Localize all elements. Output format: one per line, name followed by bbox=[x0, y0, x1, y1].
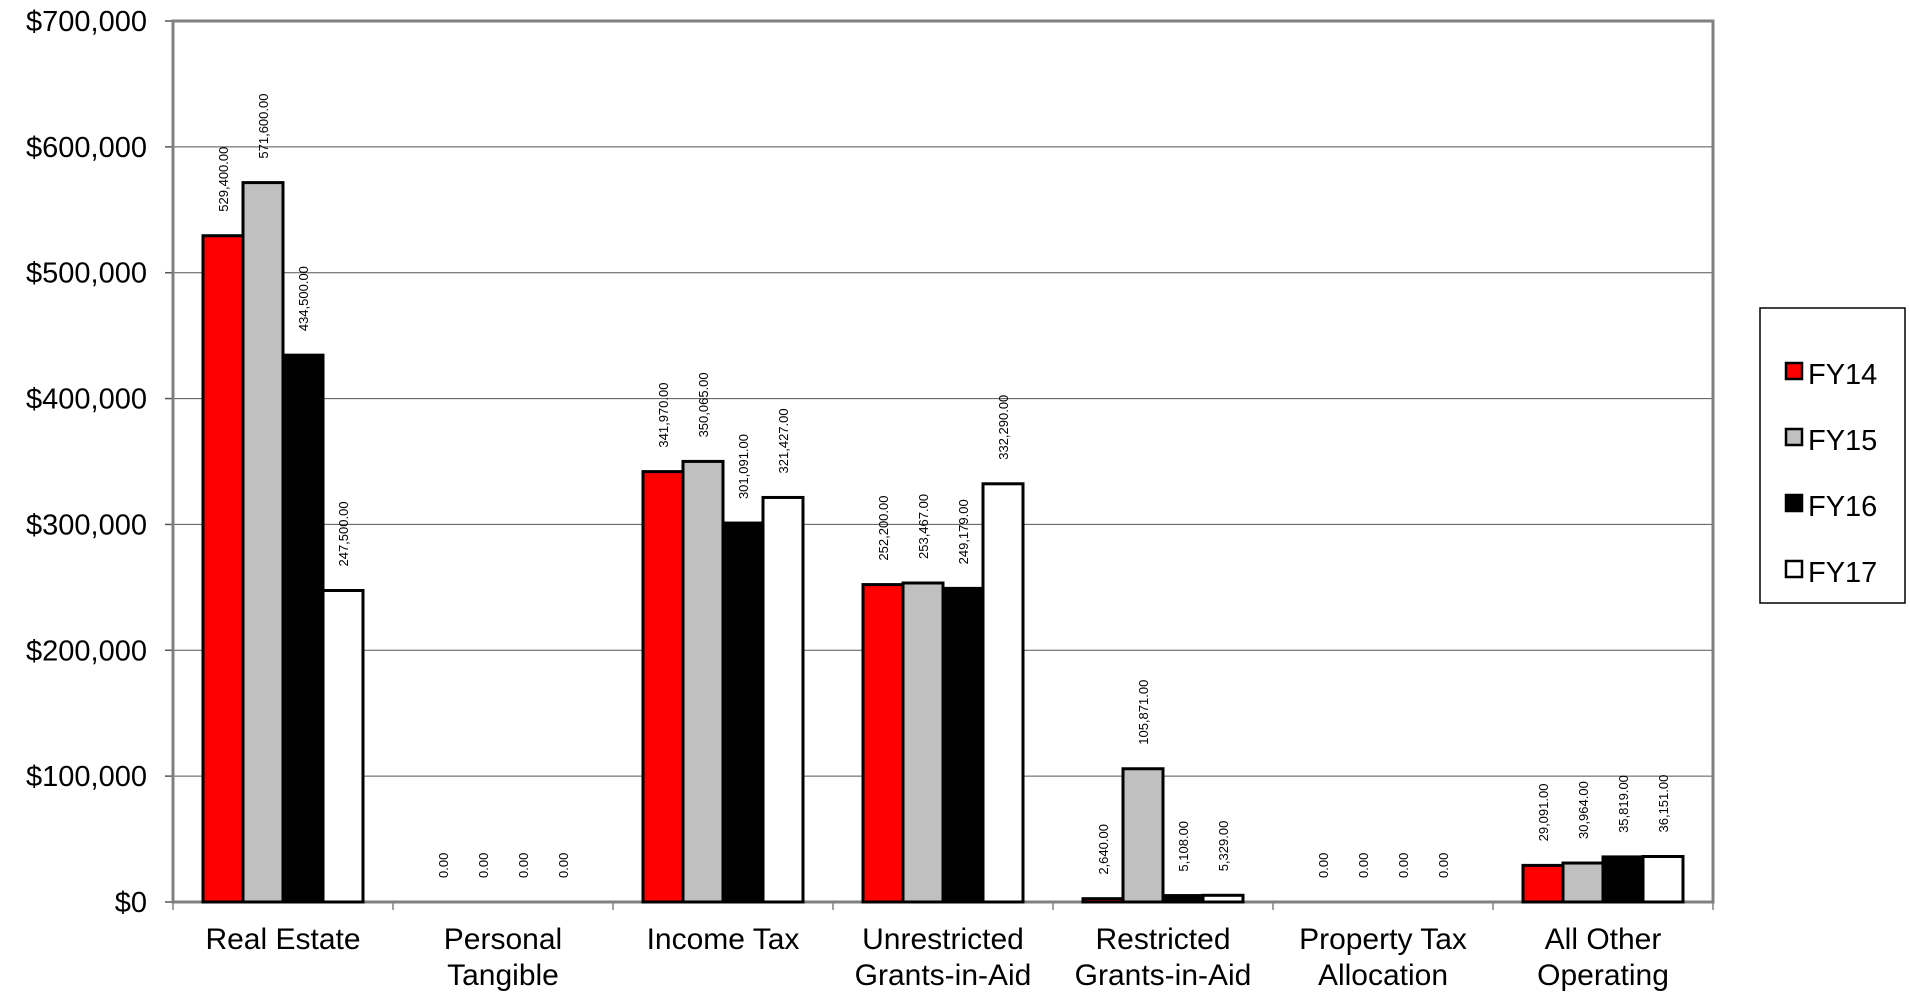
data-label: 341,970.00 bbox=[656, 383, 671, 448]
y-tick-label: $600,000 bbox=[26, 132, 147, 164]
bar-fy15 bbox=[681, 459, 725, 904]
x-tick-label: Real Estate bbox=[205, 923, 360, 956]
data-label: 529,400.00 bbox=[216, 147, 231, 212]
x-tick-label: Restricted bbox=[1095, 923, 1230, 956]
data-label: 332,290.00 bbox=[996, 395, 1011, 460]
data-label: 0.00 bbox=[1396, 853, 1411, 878]
bar-fy14 bbox=[1081, 897, 1125, 904]
data-label: 36,151.00 bbox=[1656, 775, 1671, 833]
bar-fy15 bbox=[1561, 861, 1605, 904]
data-label: 5,108.00 bbox=[1176, 821, 1191, 872]
bar-fy15 bbox=[241, 181, 285, 904]
y-tick-label: $200,000 bbox=[26, 635, 147, 667]
data-label: 0.00 bbox=[556, 853, 571, 878]
data-label: 30,964.00 bbox=[1576, 781, 1591, 839]
bar-fy14 bbox=[861, 583, 905, 904]
data-label: 253,467.00 bbox=[916, 494, 931, 559]
bar-fy16 bbox=[1161, 894, 1205, 904]
bar-fy16 bbox=[1601, 855, 1645, 904]
x-tick-label: Grants-in-Aid bbox=[855, 959, 1032, 992]
bar-fy16 bbox=[721, 521, 765, 904]
x-tick-label: Operating bbox=[1537, 959, 1669, 992]
bar-fy17 bbox=[1641, 855, 1685, 904]
y-tick-label: $500,000 bbox=[26, 258, 147, 290]
data-label: 249,179.00 bbox=[956, 499, 971, 564]
x-tick-label: Income Tax bbox=[647, 923, 800, 956]
x-tick-label: Tangible bbox=[447, 959, 559, 992]
data-label: 0.00 bbox=[1436, 853, 1451, 878]
bar-fy17 bbox=[761, 495, 805, 904]
data-label: 350,065.00 bbox=[696, 372, 711, 437]
bar-fy15 bbox=[901, 581, 945, 904]
bar-fy16 bbox=[941, 586, 985, 904]
x-tick-label: Property Tax bbox=[1299, 923, 1467, 956]
x-tick-label: Grants-in-Aid bbox=[1075, 959, 1252, 992]
bar-fy14 bbox=[1521, 863, 1565, 904]
x-tick-label: Allocation bbox=[1318, 959, 1448, 992]
data-label: 29,091.00 bbox=[1536, 784, 1551, 842]
x-tick-label: Unrestricted bbox=[862, 923, 1024, 956]
data-label: 0.00 bbox=[1316, 853, 1331, 878]
data-label: 434,500.00 bbox=[296, 266, 311, 331]
data-label: 0.00 bbox=[1356, 853, 1371, 878]
bar-fy14 bbox=[201, 234, 245, 904]
x-tick-label: Personal bbox=[444, 923, 562, 956]
y-tick-label: $0 bbox=[115, 887, 147, 919]
legend-swatch-fy17 bbox=[1784, 559, 1804, 579]
y-tick-label: $400,000 bbox=[26, 384, 147, 416]
legend-label-fy14: FY14 bbox=[1808, 359, 1877, 391]
legend-swatch-fy14 bbox=[1784, 361, 1804, 381]
data-label: 252,200.00 bbox=[876, 496, 891, 561]
data-label: 105,871.00 bbox=[1136, 680, 1151, 745]
data-label: 0.00 bbox=[516, 853, 531, 878]
y-tick-label: $100,000 bbox=[26, 761, 147, 793]
bar-fy17 bbox=[321, 589, 365, 904]
data-label: 321,427.00 bbox=[776, 408, 791, 473]
data-label: 0.00 bbox=[476, 853, 491, 878]
data-label: 5,329.00 bbox=[1216, 821, 1231, 872]
legend-label-fy15: FY15 bbox=[1808, 425, 1877, 457]
legend-box bbox=[1759, 307, 1906, 604]
y-tick-label: $700,000 bbox=[26, 6, 147, 38]
data-label: 247,500.00 bbox=[336, 501, 351, 566]
legend-label-fy17: FY17 bbox=[1808, 557, 1877, 589]
data-label: 35,819.00 bbox=[1616, 775, 1631, 833]
legend-swatch-fy16 bbox=[1784, 493, 1804, 513]
legend-swatch-fy15 bbox=[1784, 427, 1804, 447]
bar-fy14 bbox=[641, 470, 685, 904]
bar-fy17 bbox=[981, 482, 1025, 904]
bar-fy15 bbox=[1121, 767, 1165, 904]
y-tick-label: $300,000 bbox=[26, 509, 147, 541]
legend-label-fy16: FY16 bbox=[1808, 491, 1877, 523]
data-label: 0.00 bbox=[436, 853, 451, 878]
x-tick-label: All Other bbox=[1545, 923, 1662, 956]
data-label: 301,091.00 bbox=[736, 434, 751, 499]
data-label: 571,600.00 bbox=[256, 94, 271, 159]
data-label: 2,640.00 bbox=[1096, 824, 1111, 875]
bar-fy16 bbox=[281, 353, 325, 904]
bar-fy17 bbox=[1201, 893, 1245, 904]
